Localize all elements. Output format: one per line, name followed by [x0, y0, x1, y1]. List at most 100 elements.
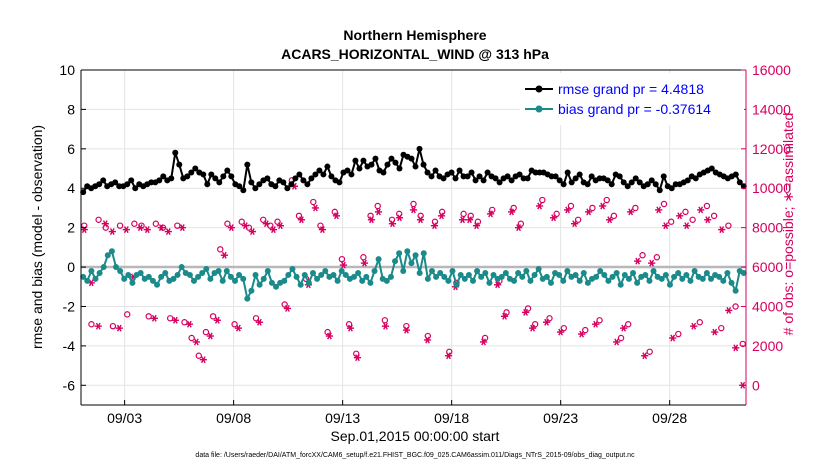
asterisk-stroke [439, 212, 444, 220]
rmse-point [80, 189, 87, 196]
assimilated-obs-marker [339, 261, 348, 269]
asterisk-stroke [460, 216, 465, 224]
rmse-point [608, 181, 615, 188]
assimilated-obs-marker [325, 332, 334, 340]
rmse-point [280, 179, 287, 186]
possible-obs-marker [195, 352, 202, 359]
bias-point [420, 250, 427, 257]
possible-obs-marker [231, 321, 238, 328]
assimilated-obs-marker [136, 224, 144, 232]
possible-obs-marker [131, 220, 138, 227]
rmse-point [424, 169, 431, 176]
possible-obs-marker [224, 220, 231, 227]
axis-ticks: 10 8 6 4 2 0 -2 -4 -6 09/03 09/08 09/13 09/18 09/23 09… [59, 62, 791, 426]
assimilated-obs-marker [171, 316, 179, 324]
asterisk-stroke [649, 259, 655, 267]
assimilated-obs-marker [115, 324, 123, 332]
assimilated-obs-marker [423, 336, 432, 344]
x-tick-label: 09/08 [216, 410, 251, 426]
rmse-point [448, 169, 455, 176]
bias-point [355, 269, 362, 276]
y-left-tick-label: -2 [63, 298, 76, 314]
assimilated-obs-marker [318, 226, 327, 234]
possible-obs-marker [381, 317, 389, 324]
rmse-point [172, 149, 179, 156]
bias-point [478, 273, 485, 280]
rmse-point [636, 179, 643, 186]
assimilated-obs-marker [164, 228, 172, 236]
y-left-tick-label: 10 [59, 62, 75, 78]
rmse-point [264, 175, 271, 182]
possible-obs-marker [739, 340, 746, 348]
rmse-point [732, 171, 739, 178]
bias-point [687, 277, 694, 284]
rmse-point [96, 181, 103, 188]
bias-point [740, 269, 747, 276]
bias-point [416, 269, 423, 276]
asterisk-stroke [572, 220, 578, 228]
possible-obs-marker [238, 218, 245, 225]
bias-point [268, 279, 275, 286]
bias-point [650, 268, 657, 274]
bias-point [248, 287, 255, 294]
rmse-point [384, 161, 391, 168]
assimilated-obs-marker [535, 202, 544, 210]
bias-point [412, 252, 419, 259]
possible-obs-marker [510, 204, 517, 212]
possible-obs-marker [281, 301, 288, 308]
asterisk-stroke [705, 216, 711, 224]
possible-obs-marker [675, 330, 682, 338]
assimilated-obs-marker [465, 216, 474, 224]
plot-area [81, 70, 746, 405]
rmse-point [292, 175, 299, 182]
asterisk-stroke [285, 304, 290, 312]
assimilated-obs-marker [493, 281, 502, 289]
asterisk-stroke [313, 204, 318, 212]
rmse-point [192, 165, 199, 172]
possible-obs-marker [646, 348, 653, 355]
bias-point [137, 269, 144, 276]
assimilated-obs-marker [227, 224, 235, 232]
bias-point [724, 269, 731, 276]
assimilated-obs-marker [634, 257, 642, 265]
rmse-point [112, 179, 119, 186]
assimilated-obs-marker [507, 208, 516, 216]
rmse-point [124, 181, 131, 188]
rmse-point [128, 177, 135, 184]
bias-series [80, 248, 747, 302]
bias-point [232, 277, 239, 284]
possible-obs-marker [632, 204, 639, 212]
rmse-point [572, 175, 579, 182]
bias-point [281, 277, 288, 284]
bias-point [465, 271, 472, 278]
possible-obs-marker [259, 216, 267, 223]
rmse-point [412, 163, 419, 170]
asterisk-stroke [348, 324, 353, 332]
assimilated-obs-marker [430, 222, 439, 230]
bias-point [170, 275, 177, 282]
bias-point [158, 273, 165, 280]
assimilated-obs-marker [718, 226, 726, 234]
possible-obs-marker [181, 319, 188, 326]
possible-obs-marker [217, 246, 224, 253]
rmse-point [132, 185, 139, 192]
assimilated-obs-marker [711, 328, 719, 336]
y-right-tick-label: 12000 [752, 141, 791, 157]
bias-point [449, 268, 456, 274]
y-right-tick-label: 14000 [752, 101, 791, 117]
asterisk-stroke [544, 318, 549, 326]
bias-point [129, 279, 136, 286]
rmse-point [360, 157, 367, 164]
possible-obs-marker [209, 313, 217, 320]
assimilated-obs-marker [514, 224, 523, 232]
bias-point [244, 295, 251, 302]
rmse-point [396, 165, 403, 172]
asterisk-stroke [102, 220, 108, 228]
assimilated-obs-marker [374, 208, 383, 216]
rmse-point [556, 177, 563, 184]
rmse-point [252, 185, 259, 192]
possible-obs-marker [331, 208, 338, 216]
bias-point [630, 269, 637, 276]
assimilated-obs-marker [199, 356, 207, 364]
